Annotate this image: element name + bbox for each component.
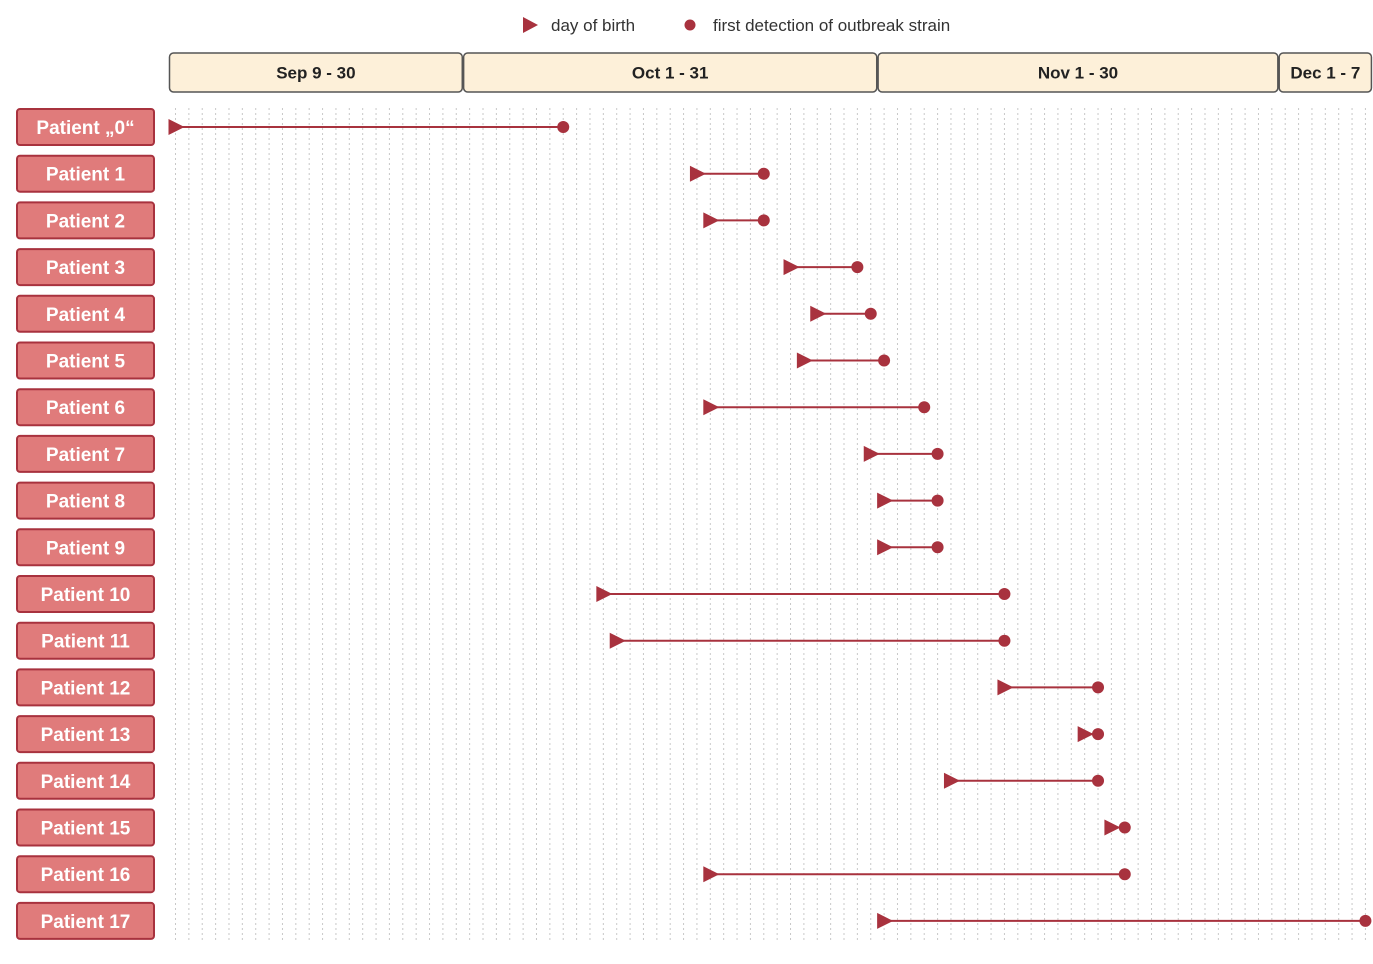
birth-marker (703, 866, 720, 883)
patient-label: Patient 4 (46, 305, 126, 326)
detection-marker (878, 354, 891, 367)
detection-marker (1092, 681, 1105, 694)
patient-label: Patient 17 (41, 912, 131, 933)
period-headers: Sep 9 - 30 Oct 1 - 31 Nov 1 - 30 Dec 1 - 7 (168, 52, 1373, 93)
birth-marker (703, 212, 720, 229)
birth-marker (943, 772, 960, 789)
patient-label: Patient „0“ (36, 118, 134, 139)
period-box-3 (1278, 52, 1373, 93)
legend-triangle-icon (523, 17, 538, 33)
birth-marker (689, 165, 706, 182)
patient-label: Patient 12 (41, 678, 131, 699)
patient-label: Patient 8 (46, 492, 125, 513)
birth-marker (997, 679, 1014, 696)
patient-label-box (16, 528, 155, 567)
detection-marker (1359, 914, 1372, 927)
detection-marker (1118, 868, 1131, 881)
period-box-0 (168, 52, 464, 93)
patient-label-box (16, 668, 155, 707)
legend: day of birth first detection of outbreak … (523, 16, 950, 35)
birth-marker (783, 259, 800, 276)
birth-marker (877, 492, 894, 509)
patient-label-box (16, 575, 155, 613)
detection-marker (757, 214, 770, 227)
period-box-1 (462, 52, 878, 93)
patient-label-box (16, 715, 155, 754)
detection-marker (931, 447, 944, 460)
detection-marker (931, 494, 944, 507)
patient-label-box (16, 855, 155, 894)
period-label-0: Sep 9 - 30 (276, 64, 355, 83)
period-label-1: Oct 1 - 31 (632, 64, 709, 83)
patient-rows: Patient „0“ Patient 1 Patient 2 Patient 3 Pa… (16, 108, 1372, 940)
detection-marker (1118, 821, 1131, 834)
birth-marker (1104, 819, 1121, 836)
birth-marker (796, 352, 813, 369)
period-label-2: Nov 1 - 30 (1038, 64, 1118, 83)
period-box-2 (877, 52, 1279, 93)
legend-circle-icon (684, 19, 696, 31)
birth-marker (877, 539, 894, 556)
patient-label: Patient 10 (41, 585, 131, 606)
patient-label: Patient 16 (41, 865, 131, 886)
legend-label-detection: first detection of outbreak strain (713, 16, 950, 35)
detection-marker (557, 121, 570, 133)
detection-marker (851, 261, 864, 274)
birth-marker (863, 445, 880, 462)
patient-label-box (16, 201, 155, 240)
patient-label: Patient 3 (46, 258, 125, 279)
detection-marker (931, 541, 944, 554)
patient-label: Patient 15 (41, 819, 131, 840)
patient-label-box (16, 154, 155, 193)
detection-marker (998, 588, 1011, 600)
patient-label-box (16, 901, 155, 940)
patient-label: Patient 13 (41, 725, 131, 746)
birth-marker (596, 586, 613, 602)
patient-label-box (16, 248, 155, 287)
day-gridlines (175, 108, 1366, 942)
birth-marker (609, 632, 626, 649)
patient-label-box (16, 481, 155, 520)
birth-marker (810, 305, 827, 322)
detection-marker (757, 167, 770, 180)
patient-label-box (16, 621, 155, 660)
patient-label: Patient 11 (41, 632, 130, 653)
patient-label: Patient 2 (46, 211, 125, 232)
legend-label-birth: day of birth (551, 16, 635, 35)
detection-marker (864, 307, 877, 320)
patient-label-box (16, 388, 155, 427)
patient-label: Patient 14 (41, 772, 131, 793)
patient-label: Patient 5 (46, 352, 126, 373)
detection-marker (918, 401, 931, 414)
patient-label-box (16, 294, 155, 333)
birth-marker (703, 399, 720, 416)
patient-label-box (16, 761, 155, 800)
patient-label: Patient 7 (46, 445, 125, 466)
patient-label-box (16, 434, 155, 473)
patient-label: Patient 6 (46, 398, 125, 419)
detection-marker (1092, 728, 1105, 741)
patient-label-box (16, 808, 155, 847)
patient-label-box (16, 341, 155, 380)
patient-label-box (16, 108, 155, 146)
detection-marker (1092, 774, 1105, 787)
patient-label: Patient 9 (46, 538, 125, 559)
patient-label: Patient 1 (46, 165, 126, 186)
birth-marker (877, 912, 894, 929)
period-label-3: Dec 1 - 7 (1290, 64, 1360, 83)
birth-marker (168, 119, 185, 135)
birth-marker (1077, 726, 1094, 743)
detection-marker (998, 634, 1011, 647)
